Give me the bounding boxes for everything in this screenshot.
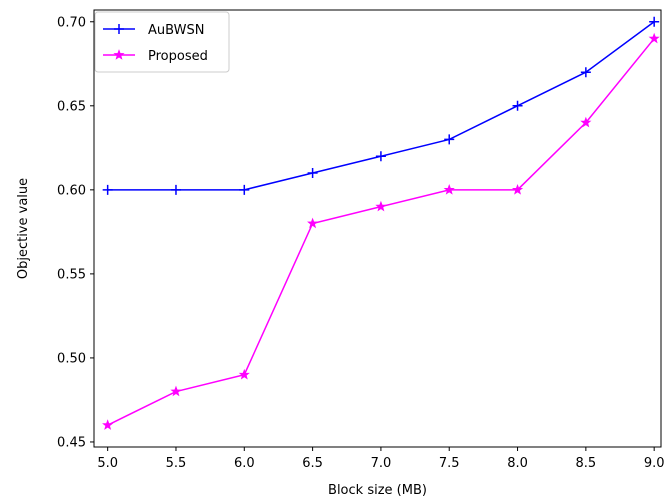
data-point-proposed — [580, 116, 592, 128]
x-tick-label: 5.0 — [97, 456, 118, 471]
data-point-proposed — [170, 385, 182, 397]
data-point-aubwsn — [307, 168, 318, 179]
data-point-proposed — [443, 183, 455, 195]
x-tick-label: 6.0 — [234, 456, 255, 471]
data-point-aubwsn — [239, 184, 250, 195]
axes: 5.0 5.5 6.0 6.5 7.0 7.5 8.0 8.5 9.0 0.45 0.50 0.55 0… — [57, 9, 665, 471]
legend-label-aubwsn: AuBWSN — [148, 23, 204, 38]
data-point-aubwsn — [512, 100, 523, 111]
x-tick-label: 7.0 — [371, 456, 392, 471]
legend-marker-aubwsn — [114, 24, 124, 34]
data-point-aubwsn — [170, 184, 181, 195]
data-point-aubwsn — [375, 151, 386, 162]
data-point-proposed — [307, 217, 319, 229]
data-point-proposed — [375, 200, 387, 212]
y-tick-label: 0.55 — [57, 267, 86, 282]
x-tick-label: 9.0 — [644, 456, 665, 471]
x-tick-label: 8.5 — [576, 456, 597, 471]
legend-label-proposed: Proposed — [148, 49, 208, 64]
x-tick-label: 6.5 — [302, 456, 323, 471]
legend-marker-proposed — [113, 49, 125, 60]
y-axis-label: Objective value — [16, 178, 31, 279]
data-point-proposed — [102, 419, 114, 430]
y-tick-label: 0.45 — [57, 435, 86, 450]
legend: AuBWSN Proposed — [94, 11, 230, 73]
data-point-proposed — [511, 183, 524, 195]
plot-frame — [93, 9, 662, 448]
data-point-proposed — [648, 32, 660, 44]
y-tick-label: 0.50 — [57, 351, 86, 366]
series-line-proposed — [107, 38, 655, 426]
legend-box — [94, 11, 230, 73]
data-point-proposed — [238, 368, 250, 380]
x-tick-label: 7.5 — [439, 456, 460, 471]
y-tick-label: 0.70 — [57, 15, 86, 30]
data-point-aubwsn — [649, 16, 660, 27]
x-tick-label: 8.0 — [507, 456, 528, 471]
x-tick-label: 5.5 — [166, 456, 187, 471]
y-tick-label: 0.65 — [57, 99, 86, 114]
x-axis-label: Block size (MB) — [328, 483, 427, 498]
plot-area — [102, 16, 660, 430]
data-point-aubwsn — [580, 67, 591, 78]
data-point-aubwsn — [102, 184, 113, 195]
data-point-aubwsn — [444, 134, 455, 145]
y-tick-label: 0.60 — [57, 183, 86, 198]
